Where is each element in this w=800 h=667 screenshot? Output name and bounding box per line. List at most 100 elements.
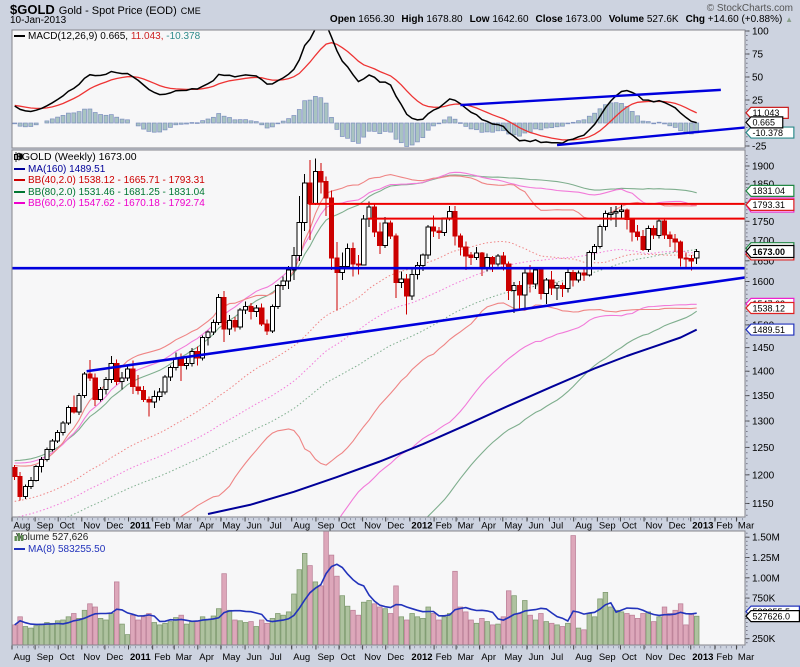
svg-text:50: 50 <box>752 73 764 84</box>
svg-text:May: May <box>504 652 522 663</box>
svg-text:Aug: Aug <box>575 652 592 663</box>
indicator-callout <box>745 126 795 139</box>
svg-text:Sep: Sep <box>37 521 54 532</box>
svg-text:2012: 2012 <box>411 652 432 663</box>
svg-text:Aug: Aug <box>14 521 31 532</box>
last-price-callout <box>745 244 795 259</box>
axis-callouts: 11.043-10.3780.6651831.041792.741793.311… <box>745 106 800 623</box>
svg-text:1150: 1150 <box>752 499 774 510</box>
svg-text:100: 100 <box>752 27 769 38</box>
volume-value: 527.6K <box>646 14 679 25</box>
svg-text:2013: 2013 <box>692 521 713 532</box>
svg-text:1.25M: 1.25M <box>752 553 780 564</box>
ma8-legend: MA(8) 583255.50 <box>28 543 106 555</box>
svg-text:Aug: Aug <box>293 652 310 663</box>
svg-text:Mar: Mar <box>458 521 474 532</box>
svg-text:Oct: Oct <box>622 652 637 663</box>
svg-text:Dec: Dec <box>669 521 686 532</box>
svg-text:Apr: Apr <box>199 521 214 532</box>
svg-text:-25: -25 <box>752 142 767 153</box>
macd-legend-name: MACD(12,26,9) <box>28 31 98 42</box>
svg-text:1673.00: 1673.00 <box>753 247 786 257</box>
svg-text:2011: 2011 <box>130 652 151 663</box>
svg-text:Oct: Oct <box>60 521 75 532</box>
svg-text:Feb: Feb <box>716 652 732 663</box>
ma160-legend: MA(160) 1489.51 <box>28 163 106 175</box>
svg-text:1.50M: 1.50M <box>752 533 780 544</box>
svg-text:1750: 1750 <box>752 217 775 228</box>
svg-text:1450: 1450 <box>752 343 775 354</box>
svg-text:Apr: Apr <box>481 521 496 532</box>
svg-text:May: May <box>504 521 522 532</box>
svg-text:1400: 1400 <box>752 367 775 378</box>
indicator-callout <box>745 184 795 197</box>
svg-text:Feb: Feb <box>436 652 452 663</box>
rising-trendline <box>86 276 745 373</box>
svg-text:527626.0: 527626.0 <box>753 611 791 621</box>
svg-text:-10.378: -10.378 <box>753 128 784 138</box>
high-value: 1678.80 <box>426 14 463 25</box>
svg-text:11.043: 11.043 <box>753 108 780 118</box>
chart-header: $GOLD Gold - Spot Price (EOD) CME <box>10 1 201 17</box>
svg-text:1250: 1250 <box>752 443 775 454</box>
price-legend: $GOLD (Weekly) 1673.00 MA(160) 1489.51 B… <box>14 151 205 210</box>
svg-text:1793.31: 1793.31 <box>753 200 786 210</box>
macd-value: 0.665, <box>100 31 129 42</box>
close-label: Close <box>535 14 563 25</box>
svg-text:Feb: Feb <box>154 521 170 532</box>
svg-text:Nov: Nov <box>83 521 100 532</box>
svg-text:2012: 2012 <box>411 521 432 532</box>
svg-text:Jul: Jul <box>551 521 563 532</box>
svg-text:May: May <box>222 652 240 663</box>
svg-text:Jul: Jul <box>270 521 282 532</box>
bb40-swatch <box>14 179 25 182</box>
svg-text:Dec: Dec <box>387 521 404 532</box>
chg-value: +14.60 (+0.88%) <box>707 14 783 25</box>
svg-text:25: 25 <box>752 96 764 107</box>
macd-legend: MACD(12,26,9) 0.665, 11.043, -10.378 <box>14 31 200 43</box>
volume-plot <box>12 531 700 645</box>
macd-hist-value: -10.378 <box>166 31 201 42</box>
svg-text:Nov: Nov <box>646 652 663 663</box>
bb40-legend: BB(40,2.0) 1538.12 - 1665.71 - 1793.31 <box>28 175 205 187</box>
svg-text:Feb: Feb <box>154 652 170 663</box>
indicator-callout <box>745 323 795 336</box>
bb60-legend: BB(60,2.0) 1547.62 - 1670.18 - 1792.74 <box>28 198 205 210</box>
macd-trendline-lower <box>556 126 745 147</box>
volume-legend-label: Volume 527,626 <box>16 532 89 543</box>
macd-plot <box>12 30 745 147</box>
ma160-swatch <box>14 167 25 170</box>
svg-text:Jul: Jul <box>270 652 282 663</box>
candles <box>12 158 700 501</box>
svg-text:Jun: Jun <box>247 652 262 663</box>
symbol: $GOLD <box>10 2 55 17</box>
svg-text:Sep: Sep <box>317 521 334 532</box>
svg-text:Oct: Oct <box>60 652 75 663</box>
low-value: 1642.60 <box>492 14 529 25</box>
bb80-legend: BB(80,2.0) 1531.46 - 1681.25 - 1831.04 <box>28 186 205 198</box>
macd-signal-value: 11.043, <box>130 31 164 42</box>
x-axis: AugAugSepSepOctOctNovNovDecDec20112011Fe… <box>11 517 754 663</box>
close-value: 1673.00 <box>565 14 602 25</box>
price-plot <box>12 158 745 517</box>
svg-text:Jun: Jun <box>528 521 543 532</box>
svg-text:2011: 2011 <box>130 521 151 532</box>
volume-legend: Volume 527,626 MA(8) 583255.50 <box>14 532 105 555</box>
volume-label: Volume <box>608 14 645 25</box>
svg-text:Sep: Sep <box>599 521 616 532</box>
svg-text:Jun: Jun <box>528 652 543 663</box>
svg-text:Mar: Mar <box>738 521 754 532</box>
svg-text:Mar: Mar <box>738 652 754 663</box>
quote-bar: Open 1656.30 High 1678.80 Low 1642.60 Close… <box>330 14 793 25</box>
low-label: Low <box>469 14 490 25</box>
svg-text:1538.12: 1538.12 <box>753 303 786 313</box>
open-label: Open <box>329 14 356 25</box>
svg-text:250K: 250K <box>752 634 776 645</box>
svg-text:May: May <box>222 521 240 532</box>
svg-text:Dec: Dec <box>387 652 404 663</box>
ma8-swatch <box>14 547 25 550</box>
svg-text:2013: 2013 <box>692 652 713 663</box>
svg-text:Sep: Sep <box>317 652 334 663</box>
svg-text:1350: 1350 <box>752 391 775 402</box>
